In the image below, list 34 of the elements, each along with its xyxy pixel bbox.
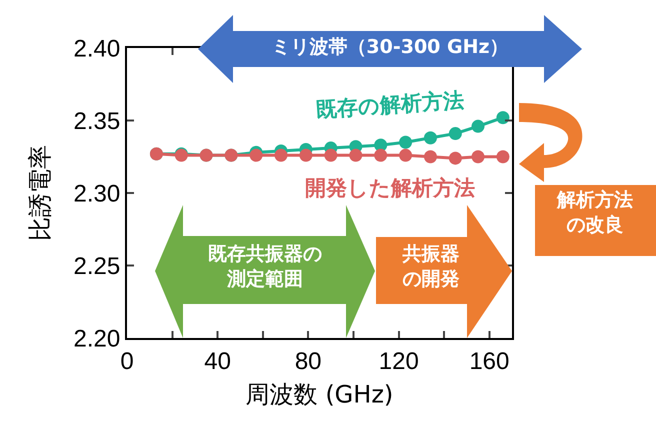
point xyxy=(324,148,338,162)
annotation: 共振器の開発 xyxy=(402,242,460,292)
point xyxy=(299,148,312,162)
point xyxy=(274,148,288,162)
x-tick-label: 40 xyxy=(204,348,231,375)
y-tick-label: 2.20 xyxy=(73,325,120,352)
point xyxy=(399,136,412,149)
text: 解析方法の改良 xyxy=(556,188,634,238)
y-tick-label: 2.30 xyxy=(73,180,120,208)
y-tick-label: 2.35 xyxy=(73,108,120,135)
y-tick-label: 2.40 xyxy=(73,35,120,62)
point xyxy=(250,148,263,162)
annotation: 既存共振器の測定範囲 xyxy=(207,242,323,292)
x-tick-label: 160 xyxy=(469,348,510,375)
x-tick-label: 0 xyxy=(120,348,134,375)
x-tick-label: 80 xyxy=(294,348,322,375)
point xyxy=(374,148,388,162)
point xyxy=(424,150,437,164)
point xyxy=(496,111,510,124)
point xyxy=(496,150,510,164)
annotation: ミリ波帯（30-300 GHz） xyxy=(270,35,510,60)
x-tick-label: 120 xyxy=(378,348,419,375)
x-axis-title: 周波数 (GHz) xyxy=(246,380,394,409)
y-tick-label: 2.25 xyxy=(73,252,120,280)
point xyxy=(472,120,485,133)
point xyxy=(448,127,462,140)
series-label: 開発した解析方法 xyxy=(305,176,475,200)
y-axis-title: 比誘電率 xyxy=(26,145,54,241)
series-label: 既存の解析方法 xyxy=(315,88,465,122)
point xyxy=(424,131,437,144)
point xyxy=(399,148,412,162)
point xyxy=(472,150,485,164)
point xyxy=(349,148,362,162)
point xyxy=(448,152,462,165)
